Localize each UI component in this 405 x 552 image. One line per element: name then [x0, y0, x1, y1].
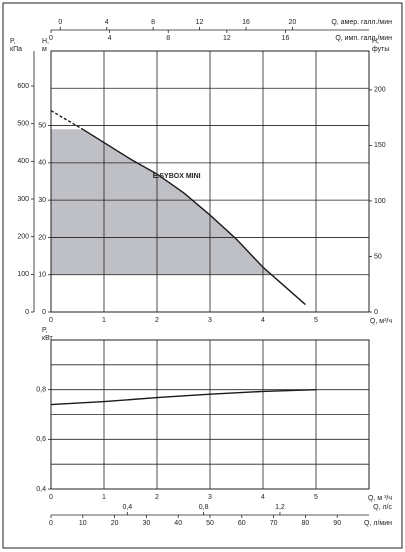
y-tick-label: 30: [38, 197, 46, 204]
y-tick-label: 200: [374, 87, 386, 94]
y-tick-label: 0: [42, 309, 46, 316]
curve: [50, 110, 84, 130]
x-tick-label: 0: [49, 494, 53, 501]
x-axis-title: Q, м³/ч: [370, 318, 392, 325]
x-tick-label: 0: [58, 19, 62, 26]
y-tick-label: 0: [374, 309, 378, 316]
x-tick-label: 8: [151, 19, 155, 26]
y-tick-label: 0,4: [36, 486, 46, 493]
x-tick-label: 20: [111, 520, 119, 527]
y-tick-label: 400: [17, 158, 29, 165]
x-tick-label: 10: [79, 520, 87, 527]
x-tick-label: 4: [108, 35, 112, 42]
x-tick-label: 4: [105, 19, 109, 26]
y-axis-title: P,: [42, 327, 48, 334]
x-tick-label: 0,4: [122, 504, 132, 511]
y-tick-label: 40: [38, 160, 46, 167]
y-tick-label: 0: [25, 309, 29, 316]
x-tick-label: 2: [155, 494, 159, 501]
y-tick-label: 500: [17, 121, 29, 128]
x-tick-label: 0: [49, 317, 53, 324]
x-tick-label: 20: [289, 19, 297, 26]
x-tick-label: 0,8: [199, 504, 209, 511]
x-tick-label: 3: [208, 494, 212, 501]
x-tick-label: 40: [174, 520, 182, 527]
x-tick-label: 4: [261, 494, 265, 501]
x-tick-label: 3: [208, 317, 212, 324]
curve: [50, 388, 317, 406]
y-axis-title: кВт: [42, 335, 53, 342]
y-tick-label: 0,8: [36, 387, 46, 394]
y-tick-label: 100: [17, 271, 29, 278]
curve: [82, 128, 306, 306]
x-tick-label: 8: [166, 35, 170, 42]
y-tick-label: 300: [17, 196, 29, 203]
y-axis-title: P,: [10, 38, 16, 45]
y-tick-label: 200: [17, 234, 29, 241]
x-tick-label: 16: [282, 35, 290, 42]
y-axis-title: футы: [372, 46, 389, 53]
y-axis-title: H,: [372, 38, 379, 45]
x-tick-label: 1,2: [275, 504, 285, 511]
x-tick-label: 12: [196, 19, 204, 26]
x-tick-label: 80: [302, 520, 310, 527]
y-tick-label: 50: [38, 122, 46, 129]
x-axis-title: Q, л/мин: [364, 520, 392, 527]
x-tick-label: 70: [270, 520, 278, 527]
x-tick-label: 1: [102, 494, 106, 501]
y-tick-label: 150: [374, 142, 386, 149]
x-axis-title: Q, л/с: [373, 504, 392, 511]
y-tick-label: 0,6: [36, 436, 46, 443]
y-tick-label: 10: [38, 272, 46, 279]
y-axis-title: м: [42, 46, 47, 53]
x-axis-title: Q, амер. галл./мин: [331, 19, 392, 26]
x-tick-label: 60: [238, 520, 246, 527]
x-tick-label: 5: [314, 494, 318, 501]
plot-frame: [50, 339, 370, 490]
x-tick-label: 2: [155, 317, 159, 324]
x-tick-label: 30: [143, 520, 151, 527]
x-tick-label: 0: [49, 35, 53, 42]
x-axis-title: Q, м ³/ч: [368, 495, 392, 502]
x-tick-label: 16: [242, 19, 250, 26]
curve-label: E.SYBOX MINI: [153, 173, 201, 180]
y-tick-label: 20: [38, 234, 46, 241]
y-tick-label: 50: [374, 253, 382, 260]
x-tick-label: 1: [102, 317, 106, 324]
x-axis-title: Q, имп. галл./мин: [335, 35, 392, 42]
x-tick-label: 90: [333, 520, 341, 527]
x-tick-label: 5: [314, 317, 318, 324]
x-tick-label: 12: [223, 35, 231, 42]
y-axis-title: кПа: [10, 46, 22, 53]
x-tick-label: 50: [206, 520, 214, 527]
y-axis-title: H,: [42, 38, 49, 45]
y-tick-label: 600: [17, 83, 29, 90]
y-tick-label: 100: [374, 198, 386, 205]
x-tick-label: 0: [49, 520, 53, 527]
operating-area: [51, 129, 271, 275]
x-tick-label: 4: [261, 317, 265, 324]
